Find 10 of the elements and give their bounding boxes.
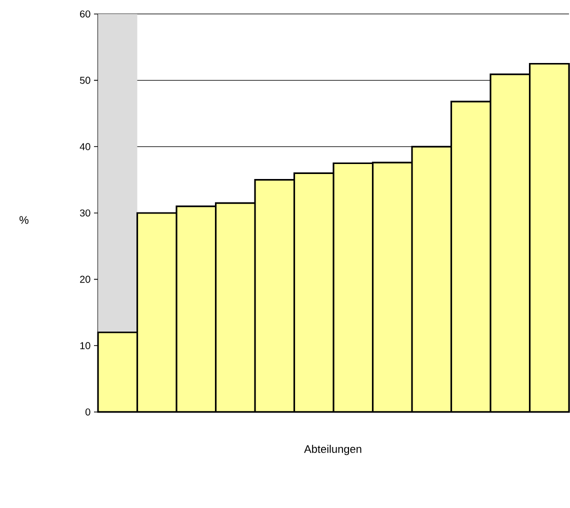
y-axis-title: %: [20, 216, 28, 224]
y-tick-label: 40: [80, 143, 90, 150]
y-tick-label: 0: [86, 408, 90, 416]
y-tick-label: 30: [80, 209, 90, 217]
y-tick-label: 60: [80, 10, 90, 18]
x-axis-title: Abteilungen: [304, 444, 362, 456]
bar: [98, 14, 138, 332]
y-tick-label: 10: [80, 342, 90, 350]
y-tick-label: 20: [80, 276, 90, 283]
y-tick-label: 50: [80, 76, 90, 84]
